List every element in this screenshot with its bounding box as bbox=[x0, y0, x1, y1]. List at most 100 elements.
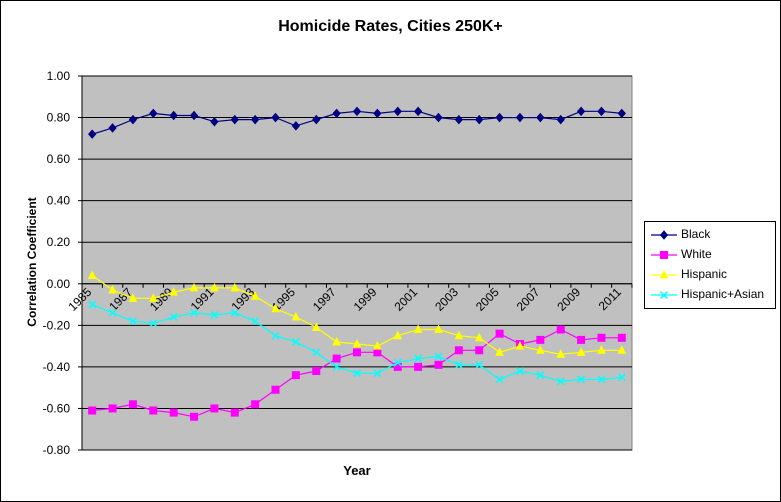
data-point-black bbox=[617, 108, 626, 119]
data-point-black bbox=[291, 121, 301, 131]
data-point-black bbox=[515, 112, 525, 123]
legend-label-white: White bbox=[681, 247, 712, 261]
data-point-black bbox=[352, 106, 362, 117]
data-point-hispanic-asian bbox=[88, 300, 97, 309]
data-point-white bbox=[251, 400, 260, 409]
legend-marker-hispanic-asian bbox=[659, 290, 669, 300]
y-tick-label: -0.20 bbox=[43, 318, 71, 332]
data-point-hispanic bbox=[128, 293, 138, 302]
y-tick-label: 1.00 bbox=[47, 69, 71, 83]
data-point-hispanic-asian bbox=[373, 369, 382, 378]
data-point-hispanic bbox=[352, 338, 362, 348]
data-point-hispanic-asian bbox=[495, 375, 504, 384]
data-point-hispanic-asian bbox=[128, 317, 137, 326]
data-point-hispanic bbox=[617, 345, 627, 354]
data-point-white bbox=[373, 348, 382, 357]
data-point-hispanic-asian bbox=[434, 352, 443, 361]
chart-title: Homicide Rates, Cities 250K+ bbox=[278, 18, 503, 35]
y-tick-label: 0.20 bbox=[47, 235, 71, 249]
data-point-hispanic-asian bbox=[332, 362, 341, 371]
data-point-hispanic bbox=[434, 324, 443, 333]
data-point-white bbox=[454, 346, 463, 355]
data-point-hispanic bbox=[87, 270, 97, 279]
legend-item-hispanic: Hispanic bbox=[645, 265, 775, 285]
data-point-hispanic-asian bbox=[230, 308, 239, 317]
data-point-hispanic-asian bbox=[515, 367, 524, 376]
data-point-black bbox=[149, 108, 158, 119]
y-tick-label: -0.40 bbox=[43, 360, 71, 374]
data-point-hispanic-asian bbox=[312, 348, 321, 357]
data-point-hispanic bbox=[373, 340, 382, 350]
plot-area bbox=[81, 75, 633, 451]
data-point-hispanic bbox=[291, 311, 301, 321]
data-point-black bbox=[393, 106, 402, 117]
data-point-white bbox=[149, 406, 158, 415]
data-point-black bbox=[210, 116, 219, 127]
data-point-white bbox=[353, 348, 361, 357]
data-point-hispanic bbox=[495, 347, 504, 356]
data-point-white bbox=[617, 333, 626, 342]
data-point-white bbox=[312, 367, 321, 376]
data-point-hispanic bbox=[250, 291, 260, 300]
data-point-hispanic-asian bbox=[475, 360, 484, 369]
data-point-hispanic-asian bbox=[210, 310, 219, 319]
data-point-white bbox=[271, 385, 280, 394]
y-tick-label: 0.00 bbox=[47, 277, 71, 291]
legend-swatch-white bbox=[651, 251, 677, 259]
data-point-black bbox=[495, 112, 504, 123]
legend-marker-black bbox=[659, 230, 669, 240]
data-point-hispanic-asian bbox=[393, 358, 402, 367]
data-point-white bbox=[577, 335, 586, 344]
x-axis-label: Year bbox=[343, 463, 371, 478]
data-point-white bbox=[536, 335, 545, 344]
legend-label-hispanic-asian: Hispanic+Asian bbox=[681, 287, 765, 301]
data-point-hispanic bbox=[311, 322, 321, 331]
data-point-hispanic-asian bbox=[149, 319, 158, 328]
y-tick-label: -0.60 bbox=[43, 401, 71, 415]
data-point-hispanic bbox=[169, 286, 178, 296]
data-point-hispanic bbox=[271, 303, 280, 313]
data-point-hispanic bbox=[230, 282, 240, 292]
data-point-black bbox=[536, 112, 545, 123]
data-point-black bbox=[556, 114, 565, 125]
data-point-hispanic bbox=[556, 349, 566, 358]
data-point-black bbox=[230, 114, 239, 125]
data-point-hispanic-asian bbox=[190, 308, 199, 317]
data-point-black bbox=[475, 114, 484, 125]
data-point-hispanic bbox=[576, 347, 586, 356]
data-point-white bbox=[230, 408, 239, 417]
y-tick-label: -0.80 bbox=[43, 443, 71, 457]
data-point-hispanic bbox=[148, 293, 158, 302]
data-point-white bbox=[475, 346, 484, 355]
data-point-black bbox=[169, 110, 178, 121]
data-point-hispanic-asian bbox=[454, 360, 463, 369]
data-point-black bbox=[332, 108, 341, 119]
data-point-black bbox=[576, 106, 586, 117]
data-point-black bbox=[250, 114, 260, 125]
data-point-black bbox=[312, 114, 321, 125]
data-point-hispanic-asian bbox=[617, 373, 626, 382]
data-point-hispanic bbox=[393, 330, 403, 340]
data-point-white bbox=[210, 404, 219, 413]
data-point-hispanic bbox=[536, 345, 545, 354]
data-point-hispanic bbox=[515, 340, 525, 350]
data-point-white bbox=[108, 404, 117, 413]
y-tick-label: 0.60 bbox=[47, 152, 71, 166]
legend-swatch-hispanic bbox=[651, 269, 677, 279]
data-point-white bbox=[88, 406, 97, 415]
data-point-white bbox=[291, 371, 300, 380]
data-point-white bbox=[495, 329, 504, 338]
data-point-hispanic-asian bbox=[271, 331, 280, 340]
legend-item-white: White bbox=[645, 245, 775, 265]
data-point-white bbox=[169, 408, 178, 417]
data-point-white bbox=[332, 354, 341, 363]
data-point-hispanic-asian bbox=[108, 308, 117, 317]
data-point-hispanic bbox=[189, 282, 199, 292]
data-point-hispanic-asian bbox=[291, 337, 300, 346]
data-point-black bbox=[373, 108, 382, 119]
data-point-white bbox=[434, 360, 443, 369]
data-point-white bbox=[556, 325, 565, 334]
data-point-white bbox=[597, 333, 606, 342]
